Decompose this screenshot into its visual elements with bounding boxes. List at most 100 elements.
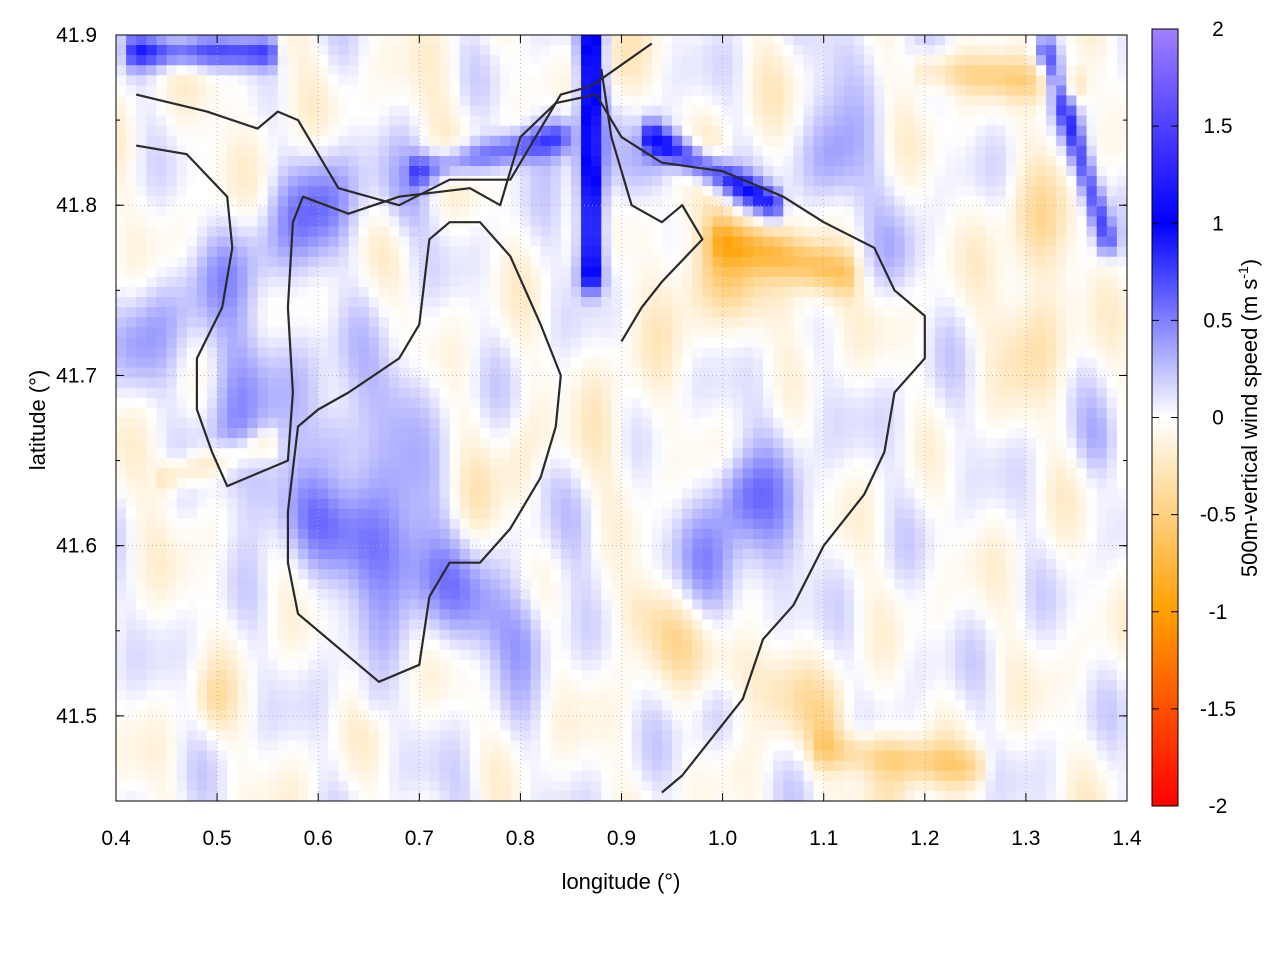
- heatmap-cell: [823, 448, 835, 459]
- heatmap-cell: [287, 55, 299, 66]
- heatmap-cell: [854, 55, 865, 66]
- heatmap-cell: [712, 155, 724, 167]
- heatmap-cell: [439, 246, 451, 258]
- heatmap-cell: [601, 387, 612, 399]
- heatmap-cell: [661, 347, 673, 359]
- heatmap-cell: [318, 317, 329, 328]
- heatmap-cell: [227, 347, 238, 359]
- heatmap-cell: [449, 357, 461, 369]
- heatmap-cell: [267, 297, 279, 308]
- heatmap-cell: [277, 286, 289, 298]
- heatmap-cell: [763, 135, 774, 147]
- heatmap-cell: [277, 418, 289, 429]
- heatmap-cell: [843, 337, 855, 349]
- heatmap-cell: [581, 115, 592, 127]
- heatmap-cell: [348, 387, 360, 399]
- heatmap-cell: [874, 498, 885, 510]
- heatmap-cell: [550, 468, 562, 480]
- heatmap-cell: [823, 256, 835, 268]
- heatmap-cell: [955, 307, 966, 318]
- heatmap-cell: [904, 407, 916, 419]
- heatmap-cell: [540, 488, 552, 500]
- heatmap-cell: [884, 317, 896, 328]
- heatmap-cell: [510, 135, 521, 147]
- heatmap-cell: [308, 428, 319, 439]
- heatmap-cell: [490, 488, 501, 500]
- heatmap-cell: [722, 387, 734, 399]
- heatmap-cell: [136, 518, 147, 530]
- heatmap-cell: [732, 95, 744, 107]
- heatmap-cell: [206, 488, 218, 500]
- heatmap-cell: [793, 236, 805, 248]
- heatmap-cell: [449, 488, 461, 500]
- heatmap-cell: [1005, 317, 1017, 328]
- heatmap-cell: [388, 337, 400, 349]
- heatmap-cell: [1106, 145, 1118, 157]
- heatmap-cell: [338, 216, 350, 228]
- heatmap-cell: [722, 458, 734, 469]
- heatmap-cell: [732, 297, 744, 308]
- heatmap-cell: [975, 488, 987, 500]
- heatmap-cell: [591, 75, 602, 86]
- heatmap-cell: [1106, 85, 1118, 97]
- heatmap-cell: [833, 75, 845, 86]
- heatmap-cell: [490, 75, 501, 86]
- heatmap-cell: [500, 478, 511, 490]
- heatmap-cell: [631, 498, 643, 510]
- heatmap-cell: [540, 75, 552, 86]
- heatmap-cell: [672, 488, 683, 500]
- heatmap-cell: [813, 35, 825, 46]
- heatmap-cell: [985, 65, 997, 76]
- heatmap-cell: [874, 448, 885, 459]
- heatmap-cell: [196, 367, 208, 379]
- heatmap-cell: [560, 518, 572, 530]
- heatmap-cell: [894, 35, 906, 46]
- heatmap-cell: [510, 528, 521, 540]
- heatmap-cell: [641, 276, 653, 288]
- heatmap-cell: [661, 286, 673, 298]
- heatmap-cell: [864, 448, 875, 459]
- heatmap-cell: [672, 418, 683, 429]
- heatmap-cell: [692, 478, 703, 490]
- heatmap-cell: [1005, 155, 1017, 167]
- heatmap-cell: [136, 468, 147, 480]
- heatmap-cell: [1086, 498, 1098, 510]
- heatmap-cell: [995, 256, 1007, 268]
- heatmap-cell: [479, 95, 491, 107]
- heatmap-cell: [500, 397, 511, 409]
- heatmap-cell: [945, 135, 956, 147]
- heatmap-cell: [500, 226, 511, 238]
- heatmap-cell: [581, 236, 592, 248]
- heatmap-cell: [540, 397, 552, 409]
- heatmap-cell: [176, 35, 188, 46]
- heatmap-cell: [479, 45, 491, 56]
- heatmap-cell: [732, 458, 744, 469]
- heatmap-cell: [459, 276, 471, 288]
- heatmap-cell: [540, 125, 552, 137]
- heatmap-cell: [742, 196, 754, 207]
- heatmap-cell: [500, 236, 511, 248]
- heatmap-cell: [702, 115, 714, 127]
- heatmap-cell: [1056, 65, 1067, 76]
- heatmap-cell: [1086, 508, 1098, 520]
- heatmap-cell: [864, 377, 875, 389]
- heatmap-cell: [1066, 196, 1078, 207]
- heatmap-cell: [429, 407, 441, 419]
- heatmap-cell: [176, 145, 188, 157]
- heatmap-cell: [469, 206, 481, 218]
- heatmap-cell: [368, 518, 380, 530]
- heatmap-cell: [621, 418, 633, 429]
- heatmap-cell: [136, 145, 147, 157]
- heatmap-cell: [308, 276, 319, 288]
- heatmap-cell: [742, 115, 754, 127]
- heatmap-cell: [247, 276, 259, 288]
- heatmap-cell: [267, 357, 279, 369]
- heatmap-cell: [126, 458, 137, 469]
- heatmap-cell: [409, 458, 420, 469]
- heatmap-cell: [328, 115, 340, 127]
- heatmap-cell: [763, 166, 774, 177]
- heatmap-cell: [1056, 438, 1067, 449]
- heatmap-cell: [449, 226, 461, 238]
- heatmap-cell: [287, 286, 299, 298]
- heatmap-cell: [742, 387, 754, 399]
